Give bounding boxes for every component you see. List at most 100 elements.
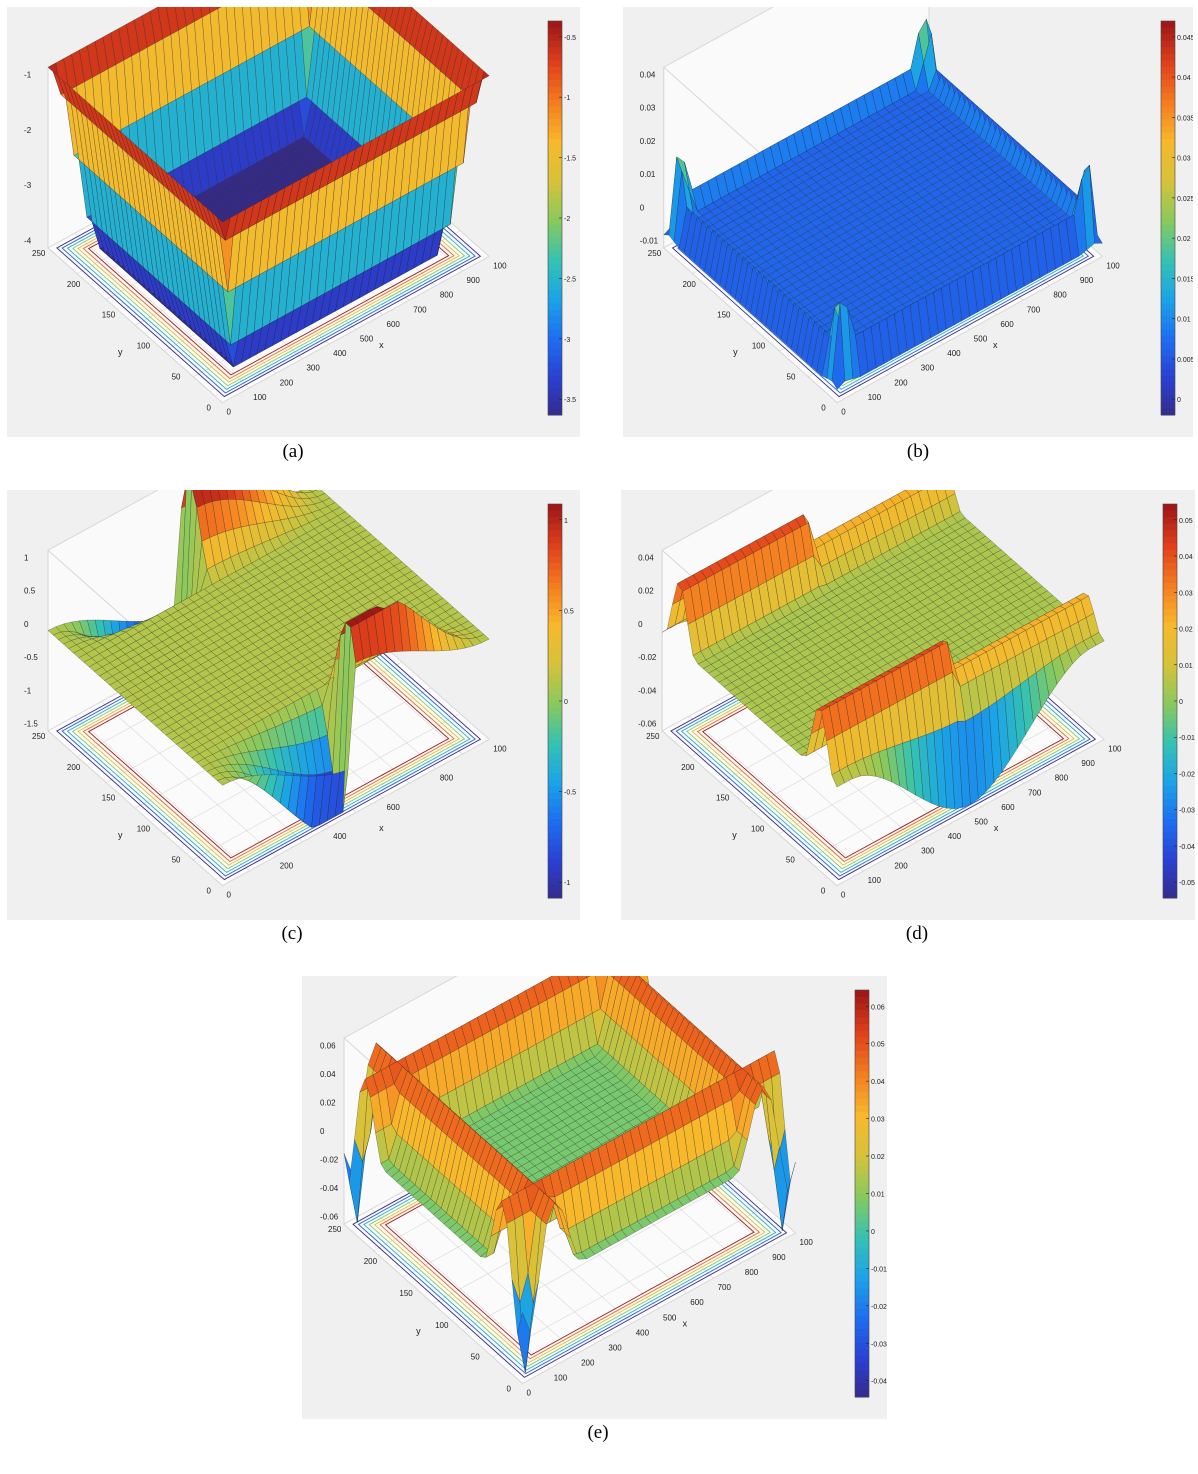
colorbar-segment [548, 382, 562, 390]
colorbar-segment [1161, 375, 1175, 383]
colorbar-tick-label: 0.045 [1177, 35, 1193, 42]
colorbar-segment [548, 681, 562, 689]
colorbar-segment [1161, 86, 1175, 94]
colorbar-segment [548, 661, 562, 669]
colorbar-segment [548, 884, 562, 892]
colorbar-segment [1161, 349, 1175, 357]
x-tick-label: 900 [1080, 276, 1094, 285]
x-tick-label: 800 [440, 291, 454, 300]
colorbar-segment [1161, 119, 1175, 127]
colorbar-segment [1161, 283, 1175, 291]
y-tick-label: 0 [206, 887, 211, 896]
colorbar-tick-label: 0 [564, 699, 568, 706]
colorbar-segment [548, 86, 562, 94]
z-tick-label: 0.04 [640, 70, 656, 79]
surface-plot-d: 0100200300400500600700800900100050100150… [638, 490, 1195, 900]
colorbar-segment [548, 746, 562, 755]
x-tick-label: 600 [1000, 320, 1014, 329]
y-axis-label: y [118, 347, 123, 357]
colorbar-segment [548, 185, 562, 193]
colorbar-segment [1161, 342, 1175, 350]
colorbar-segment [548, 355, 562, 363]
y-tick-label: 100 [752, 342, 766, 351]
colorbar-segment [1161, 309, 1175, 317]
colorbar-segment [548, 576, 562, 584]
colorbar-tick-label: 0.005 [1177, 357, 1193, 364]
colorbar-segment [548, 132, 562, 140]
colorbar-segment [548, 582, 562, 590]
colorbar-tick-label: 0.035 [1177, 115, 1193, 122]
z-tick-label: -0.01 [640, 237, 659, 246]
colorbar-segment [548, 727, 562, 735]
z-tick-label: -1 [24, 686, 32, 695]
colorbar-tick-label: -1 [564, 880, 570, 887]
colorbar-segment [548, 342, 562, 350]
colorbar-segment [1161, 80, 1175, 88]
colorbar-segment [1161, 369, 1175, 377]
colorbar-tick-label: -1 [564, 95, 570, 102]
colorbar-segment [1161, 40, 1175, 48]
colorbar-segment [548, 316, 562, 324]
colorbar-tick-label: -3.5 [564, 397, 576, 404]
colorbar-segment [548, 641, 562, 649]
colorbar-segment [548, 622, 562, 630]
colorbar-segment [548, 523, 562, 531]
colorbar-segment [1161, 172, 1175, 180]
colorbar: 0.0450.040.0350.030.0250.020.0150.010.00… [1160, 20, 1193, 416]
colorbar-segment [1161, 211, 1175, 219]
colorbar-segment [548, 891, 562, 899]
surface-facet [329, 7, 341, 50]
colorbar-segment [548, 655, 562, 663]
colorbar-segment [1161, 263, 1175, 272]
colorbar-segment [548, 34, 562, 42]
colorbar-segment [548, 369, 562, 377]
colorbar-segment [1161, 21, 1175, 29]
colorbar-segment [548, 158, 562, 166]
z-tick-label: -1.5 [24, 720, 38, 729]
colorbar: -0.5-1-1.5-2-2.5-3-3.5 [547, 20, 576, 416]
colorbar-segment [548, 556, 562, 564]
colorbar-tick-label: -1.5 [564, 156, 576, 163]
colorbar-segment [1161, 73, 1175, 81]
colorbar-segment [548, 60, 562, 68]
colorbar-segment [1161, 303, 1175, 311]
colorbar-segment [548, 753, 562, 761]
colorbar-segment [548, 871, 562, 879]
x-tick-label: 500 [974, 335, 988, 344]
z-tick-label: 0.01 [640, 170, 656, 179]
colorbar-segment [548, 792, 562, 800]
colorbar-segment [548, 858, 562, 866]
colorbar-segment [548, 825, 562, 833]
z-tick-label: -1 [24, 70, 32, 79]
x-tick-label: 0 [226, 408, 231, 417]
colorbar-segment [548, 536, 562, 544]
colorbar-tick-label: 1 [564, 518, 568, 525]
colorbar-segment [1161, 60, 1175, 68]
colorbar-tick-label: 0.03 [1177, 156, 1191, 163]
surface-facet [307, 7, 312, 27]
surface-plot-c: 020040060080010005010015020025010.50-0.5… [24, 490, 576, 900]
z-tick-label: -0.5 [24, 653, 38, 662]
surface-facet [368, 7, 375, 12]
colorbar-segment [548, 648, 562, 656]
colorbar-segment [548, 674, 562, 682]
surface-mesh [47, 490, 490, 828]
colorbar-segment [548, 714, 562, 722]
colorbar-segment [548, 832, 562, 840]
colorbar-segment [1161, 47, 1175, 55]
colorbar-segment [548, 329, 562, 337]
colorbar-segment [548, 687, 562, 695]
colorbar-segment [1161, 231, 1175, 239]
colorbar-segment [1161, 336, 1175, 344]
colorbar-segment [1161, 191, 1175, 199]
colorbar-frame [1160, 20, 1176, 416]
z-tick-label: 0.02 [640, 137, 656, 146]
colorbar-segment [548, 517, 562, 525]
colorbar-segment [548, 172, 562, 180]
colorbar-segment [548, 760, 562, 768]
colorbar-segment [548, 668, 562, 676]
colorbar-segment [548, 40, 562, 48]
colorbar-segment [1161, 178, 1175, 186]
colorbar-segment [548, 786, 562, 794]
colorbar-segment [548, 806, 562, 814]
